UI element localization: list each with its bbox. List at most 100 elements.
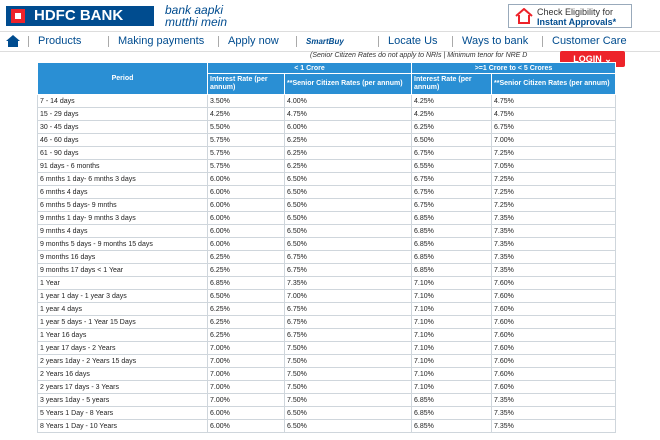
separator (108, 36, 109, 47)
table-cell: 7.50% (283, 367, 413, 381)
table-cell: 91 days - 6 months (37, 159, 208, 173)
logo[interactable]: HDFC BANK (6, 6, 154, 26)
table-cell: 5.50% (207, 120, 285, 134)
table-row: 2 years 1day - 2 Years 15 days 7.00% 7.50%… (37, 354, 617, 368)
table-row: 6 mnths 5 days- 9 mnths 6.00% 6.50% 6.75% 7.… (37, 198, 617, 212)
table-row: 9 months 5 days - 9 months 15 days 6.00% 6… (37, 237, 617, 251)
nav-item[interactable]: Locate Us (388, 35, 438, 47)
cta-button[interactable]: Check Eligibility for Instant Approvals* (508, 4, 632, 28)
table-cell: 1 year 17 days - 2 Years (37, 341, 208, 355)
table-cell: 6.85% (411, 211, 493, 225)
cta-text: Check Eligibility for (537, 7, 614, 17)
table-row: 6 mnths 1 day- 6 mnths 3 days 6.00% 6.50% 6… (37, 172, 617, 186)
home-icon (515, 8, 533, 24)
table-cell: 6.00% (207, 198, 285, 212)
table-cell: 6.50% (283, 211, 413, 225)
separator (296, 36, 297, 47)
table-cell: 6.25% (207, 328, 285, 342)
table-row: 5 Years 1 Day - 8 Years 6.00% 6.50% 6.85% 7.… (37, 406, 617, 420)
home-icon[interactable] (6, 35, 20, 47)
table-cell: 6.00% (207, 185, 285, 199)
sub-header: Interest Rate (per annum) (411, 73, 493, 95)
table-cell: 7.10% (411, 302, 493, 316)
separator (542, 36, 543, 47)
table-row: 91 days - 6 months 5.75% 6.25% 6.55% 7.05% (37, 159, 617, 173)
table-cell: 5.75% (207, 133, 285, 147)
nav-item[interactable]: Products (38, 35, 82, 47)
table-cell: 6.50% (411, 133, 493, 147)
nav-item[interactable]: Apply now (228, 35, 279, 47)
table-cell: 30 - 45 days (37, 120, 208, 134)
table-row: 1 year 1 day - 1 year 3 days 6.50% 7.00% 7.… (37, 289, 617, 303)
table-cell: 8 Years 1 Day - 10 Years (37, 419, 208, 433)
separator (378, 36, 379, 47)
table-cell: 6.00% (283, 120, 413, 134)
table-row: 8 Years 1 Day - 10 Years 6.00% 6.50% 6.85% 7… (37, 419, 617, 433)
nav-item[interactable]: SmartBuy (306, 37, 344, 46)
table-cell: 6.75% (411, 172, 493, 186)
table-cell: 6.00% (207, 406, 285, 420)
table-row: 9 months 17 days < 1 Year 6.25% 6.75% 6.85%… (37, 263, 617, 277)
table-cell: 6.50% (283, 198, 413, 212)
table-cell: 6.25% (283, 159, 413, 173)
cta-text: Instant Approvals* (537, 17, 617, 27)
table-row: 2 years 17 days - 3 Years 7.00% 7.50% 7.10%… (37, 380, 617, 394)
table-cell: 7.00% (207, 380, 285, 394)
table-cell: 1 Year 16 days (37, 328, 208, 342)
table-cell: 3 years 1day - 5 years (37, 393, 208, 407)
table-cell: 7.60% (491, 315, 617, 329)
table-cell: 7.25% (491, 172, 617, 186)
table-cell: 7.35% (491, 237, 617, 251)
table-cell: 6.25% (207, 315, 285, 329)
table-cell: 6.25% (411, 120, 493, 134)
table-cell: 7.00% (207, 341, 285, 355)
table-cell: 6.75% (491, 120, 617, 134)
table-cell: 9 months 17 days < 1 Year (37, 263, 208, 277)
table-cell: 7.60% (491, 276, 617, 290)
login-text: LOGIN (573, 54, 602, 64)
group-header: >=1 Crore to < 5 Crores (411, 62, 617, 74)
group-header: < 1 Crore (206, 62, 413, 74)
table-cell: 6.50% (283, 237, 413, 251)
table-cell: 4.75% (491, 107, 617, 121)
table-cell: 6.85% (411, 224, 493, 238)
table-cell: 7.60% (491, 354, 617, 368)
table-cell: 7.10% (411, 289, 493, 303)
table-cell: 6.00% (207, 211, 285, 225)
table-cell: 3.50% (207, 94, 285, 108)
nav-item[interactable]: Ways to bank (462, 35, 529, 47)
separator (452, 36, 453, 47)
table-cell: 7.10% (411, 380, 493, 394)
table-cell: 1 year 5 days - 1 Year 15 Days (37, 315, 208, 329)
table-row: 46 - 60 days 5.75% 6.25% 6.50% 7.00% (37, 133, 617, 147)
table-cell: 7.10% (411, 315, 493, 329)
table-cell: 7.00% (491, 133, 617, 147)
table-cell: 6.85% (411, 419, 493, 433)
nav-item[interactable]: Making payments (118, 35, 205, 47)
table-cell: 46 - 60 days (37, 133, 208, 147)
table-cell: 7.50% (283, 393, 413, 407)
rates-table: Period < 1 Crore >=1 Crore to < 5 Crores In… (37, 62, 617, 433)
table-cell: 6.55% (411, 159, 493, 173)
table-cell: 7.35% (491, 406, 617, 420)
table-row: 9 mnths 4 days 6.00% 6.50% 6.85% 7.35% (37, 224, 617, 238)
table-cell: 6.00% (207, 237, 285, 251)
table-cell: 2 Years 16 days (37, 367, 208, 381)
table-cell: 6.50% (283, 419, 413, 433)
table-cell: 6.75% (283, 263, 413, 277)
table-cell: 7.35% (491, 224, 617, 238)
table-cell: 7.60% (491, 380, 617, 394)
table-row: 1 year 17 days - 2 Years 7.00% 7.50% 7.10% 7… (37, 341, 617, 355)
table-row: 7 - 14 days 3.50% 4.00% 4.25% 4.75% (37, 94, 617, 108)
table-cell: 61 - 90 days (37, 146, 208, 160)
separator (218, 36, 219, 47)
table-cell: 1 Year (37, 276, 208, 290)
nav-bar: Products Making payments Apply now SmartBuy… (0, 31, 660, 52)
table-cell: 7.25% (491, 198, 617, 212)
nav-item[interactable]: Customer Care (552, 35, 627, 47)
table-cell: 6.50% (283, 224, 413, 238)
table-row: 1 Year 16 days 6.25% 6.75% 7.10% 7.60% (37, 328, 617, 342)
table-cell: 6.75% (411, 146, 493, 160)
table-cell: 2 years 1day - 2 Years 15 days (37, 354, 208, 368)
table-cell: 6.85% (411, 237, 493, 251)
